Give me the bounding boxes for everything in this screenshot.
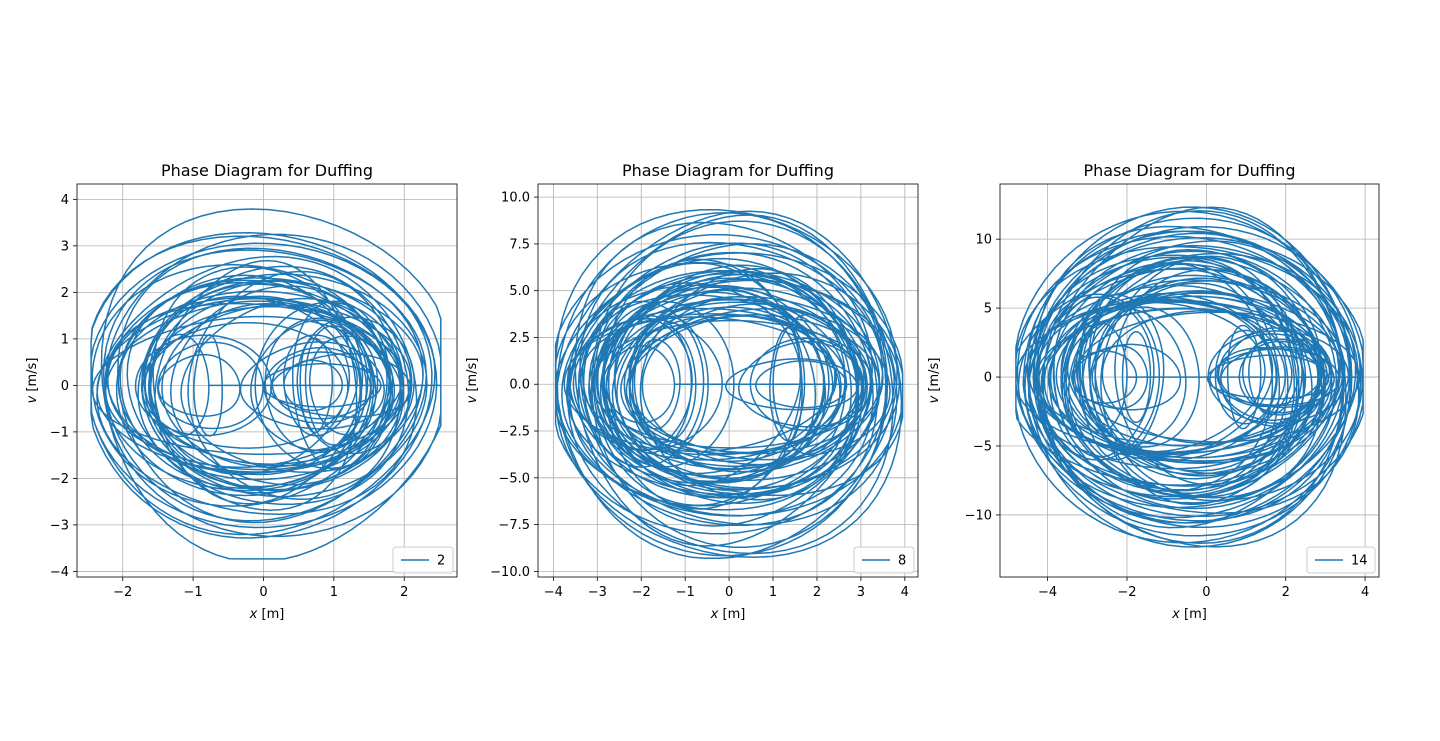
legend: 14	[1306, 546, 1376, 574]
x-tick-label: −4	[1038, 585, 1057, 600]
axes-frame	[76, 183, 458, 578]
y-tick-label: −3	[50, 518, 69, 533]
x-axis-var: x	[1171, 607, 1180, 622]
x-tick-label: 1	[769, 585, 777, 600]
x-axis-label: x [m]	[249, 607, 285, 622]
x-axis-unit: [m]	[718, 607, 745, 622]
x-axis-label: x [m]	[1171, 607, 1207, 622]
y-tick-label: −5	[973, 440, 992, 455]
y-tick-label: −4	[50, 565, 69, 580]
x-tick-label: 0	[259, 585, 267, 600]
x-tick-label: 4	[1361, 585, 1369, 600]
x-tick-label: 2	[1282, 585, 1290, 600]
x-tick-label: 4	[901, 585, 909, 600]
legend-label: 2	[437, 554, 445, 569]
y-tick-label: 7.5	[509, 237, 530, 252]
y-tick-label: 10	[975, 233, 992, 248]
y-axis-unit: [m/s]	[465, 358, 480, 396]
y-tick-label: 2	[61, 286, 69, 301]
y-axis-var: v	[927, 395, 942, 403]
y-tick-label: −1	[50, 425, 69, 440]
x-tick-label: 2	[400, 585, 408, 600]
x-tick-label: −1	[184, 585, 203, 600]
y-tick-label: 4	[61, 193, 69, 208]
y-axis-unit: [m/s]	[25, 358, 40, 396]
y-tick-label: 1	[61, 332, 69, 347]
x-axis-unit: [m]	[1180, 607, 1207, 622]
x-tick-label: −2	[113, 585, 132, 600]
x-tick-label: −2	[1117, 585, 1136, 600]
axes-frame	[999, 183, 1380, 578]
x-tick-label: −3	[588, 585, 607, 600]
y-tick-label: −10	[965, 508, 992, 523]
legend-label: 8	[898, 554, 906, 569]
y-tick-label: 5.0	[509, 284, 530, 299]
y-tick-label: 2.5	[509, 331, 530, 346]
y-axis-var: v	[25, 395, 40, 403]
y-axis-label: v [m/s]	[25, 358, 40, 404]
x-tick-label: −1	[676, 585, 695, 600]
y-axis-label: v [m/s]	[465, 358, 480, 404]
subplot-1: −2 −1 0 1 2 −4 −3 −2 −1 0 1 2 3 4 Phase Diagram for Du…	[25, 161, 458, 622]
y-tick-label: −7.5	[498, 518, 530, 533]
legend: 8	[853, 546, 915, 574]
x-tick-label: −2	[632, 585, 651, 600]
subplot-3: −4 −2 0 2 4 −10 −5 0 5 10 Phase Diagram for Duffin…	[927, 161, 1380, 622]
subplot-2: −4 −3 −2 −1 0 1 2 3 4 −10.0 −7.5 −5.0 −2.5 0.0 2.5 5.0 7…	[465, 161, 919, 622]
x-tick-label: 2	[813, 585, 821, 600]
y-tick-label: −2.5	[498, 425, 530, 440]
x-tick-label: 0	[1202, 585, 1210, 600]
y-tick-label: 0.0	[509, 378, 530, 393]
series-line-14	[1015, 206, 1364, 548]
x-axis-label: x [m]	[710, 607, 746, 622]
y-tick-label: −10.0	[490, 565, 530, 580]
x-axis-var: x	[710, 607, 719, 622]
series-line-2	[90, 208, 442, 560]
series-line-8	[554, 209, 904, 560]
x-axis-unit: [m]	[257, 607, 284, 622]
chart-title: Phase Diagram for Duffing	[622, 161, 834, 180]
y-tick-label: 0	[984, 371, 992, 386]
y-tick-label: −5.0	[498, 471, 530, 486]
chart-title: Phase Diagram for Duffing	[1084, 161, 1296, 180]
y-tick-label: −2	[50, 472, 69, 487]
y-tick-label: 10.0	[501, 191, 530, 206]
y-tick-label: 5	[984, 302, 992, 317]
legend: 2	[392, 546, 454, 574]
x-tick-label: 1	[330, 585, 338, 600]
y-axis-label: v [m/s]	[927, 358, 942, 404]
chart-title: Phase Diagram for Duffing	[161, 161, 373, 180]
y-axis-unit: [m/s]	[927, 358, 942, 396]
x-tick-label: −4	[544, 585, 563, 600]
y-tick-label: 0	[61, 379, 69, 394]
y-tick-label: 3	[61, 239, 69, 254]
x-tick-label: 3	[857, 585, 865, 600]
axes-frame	[537, 183, 919, 578]
x-tick-label: 0	[725, 585, 733, 600]
x-axis-var: x	[249, 607, 258, 622]
legend-label: 14	[1351, 554, 1368, 569]
y-axis-var: v	[465, 395, 480, 403]
